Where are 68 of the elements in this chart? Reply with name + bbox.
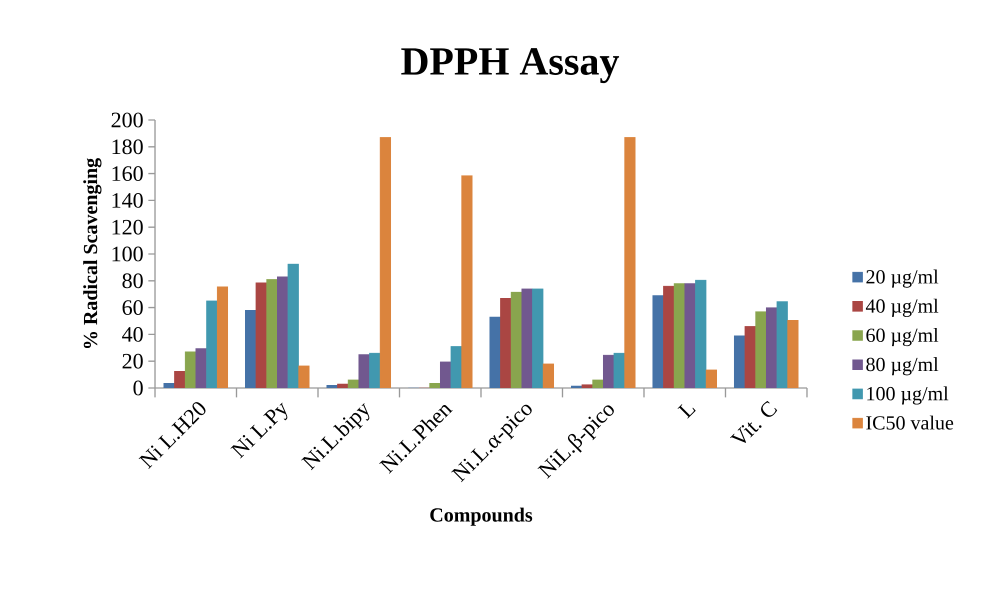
y-tick-label: 40 <box>122 326 143 342</box>
bar <box>298 366 310 388</box>
bar <box>582 384 593 388</box>
bar <box>674 283 686 388</box>
bar <box>216 286 228 388</box>
bar <box>652 295 664 388</box>
y-tick-label: 200 <box>112 112 143 128</box>
bar <box>174 370 186 388</box>
y-tick-label: 60 <box>122 300 143 316</box>
x-axis-title: Compounds <box>430 508 532 526</box>
bar <box>510 292 522 388</box>
bar <box>521 288 533 388</box>
legend-label: 80 µg/ml <box>866 357 938 376</box>
x-tick-label: Vit. C <box>730 400 778 443</box>
x-tick-label: Ni L.Py <box>230 402 288 459</box>
bar <box>624 137 636 388</box>
bar <box>684 283 696 388</box>
bar <box>348 380 360 388</box>
bar <box>288 264 299 388</box>
bar <box>755 311 767 388</box>
bar <box>326 385 338 388</box>
legend-label: 40 µg/ml <box>866 298 938 317</box>
bar <box>500 298 512 388</box>
bar <box>184 352 196 388</box>
bar <box>695 280 706 388</box>
bar <box>337 384 348 388</box>
bar <box>592 380 604 388</box>
bar <box>734 335 746 388</box>
bar <box>450 346 462 388</box>
bar <box>787 320 799 388</box>
y-tick-label: 0 <box>133 380 143 396</box>
bar <box>244 310 256 388</box>
bar <box>542 364 554 388</box>
bar <box>489 316 501 388</box>
y-tick-label: 100 <box>112 246 143 262</box>
bar <box>614 352 625 388</box>
bar <box>744 326 756 388</box>
bar <box>766 307 778 388</box>
bar <box>163 383 175 388</box>
y-tick-label: 80 <box>122 273 143 288</box>
bar <box>206 300 218 388</box>
bar <box>429 383 441 388</box>
y-axis-title: % Radical Scavenging <box>83 158 102 348</box>
legend-label: 20 µg/ml <box>866 270 938 288</box>
legend-label: 60 µg/ml <box>866 328 938 346</box>
bar <box>369 352 380 388</box>
bar <box>706 370 718 388</box>
bar <box>663 286 674 388</box>
y-tick-label: 20 <box>122 354 143 369</box>
bar <box>461 175 473 388</box>
y-tick-label: 120 <box>112 220 143 235</box>
x-tick-label: L <box>678 404 696 419</box>
legend-label: IC50 value <box>866 416 954 430</box>
bar <box>440 362 452 388</box>
bar <box>256 282 267 388</box>
bar <box>266 279 278 388</box>
y-tick-label: 160 <box>112 166 143 182</box>
bar <box>602 354 614 388</box>
y-tick-label: 180 <box>112 139 143 154</box>
bar <box>195 348 207 388</box>
bar <box>276 276 288 388</box>
chart-title: DPPH Assay <box>401 48 620 84</box>
bar <box>358 354 370 388</box>
legend-label: 100 µg/ml <box>867 386 948 405</box>
bar <box>380 137 392 388</box>
bar <box>776 301 788 388</box>
y-tick-label: 140 <box>112 192 143 208</box>
bar <box>532 288 544 388</box>
